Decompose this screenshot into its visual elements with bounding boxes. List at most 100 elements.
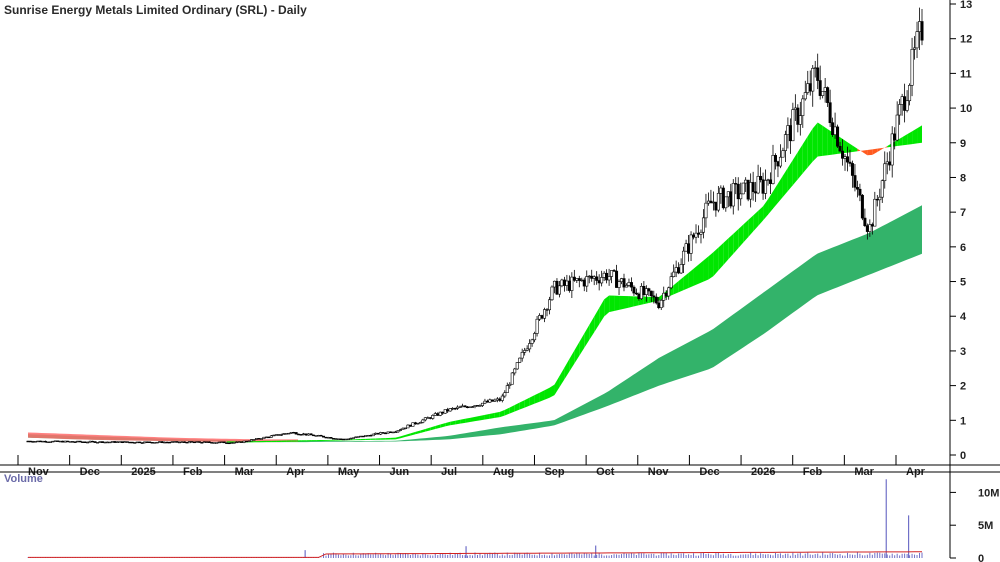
short-term-band-segment [539, 390, 545, 402]
candle-body [704, 202, 708, 219]
volume-panel: 0 5M 10M [27, 479, 999, 562]
candle-body [96, 442, 100, 444]
candle-body [163, 441, 167, 444]
candle-body [687, 243, 691, 254]
candle-body [297, 433, 301, 436]
price-tick-label: 8 [960, 172, 966, 184]
candle-body [756, 175, 760, 194]
candle-body [505, 385, 509, 393]
candle-body [731, 183, 735, 207]
short-term-band-segment [504, 407, 510, 416]
candle-body [63, 440, 67, 443]
candle-body [682, 250, 686, 265]
candle-body [235, 441, 239, 444]
candle-body [808, 83, 812, 92]
candle-body [572, 276, 576, 281]
short-term-band-segment [355, 439, 361, 441]
candle-body [43, 440, 47, 443]
candle-body [677, 267, 681, 274]
candle-body [51, 440, 55, 443]
short-term-band-segment [350, 439, 356, 441]
candle-body [533, 333, 537, 341]
short-term-band-segment [440, 423, 446, 428]
candle-body [453, 407, 457, 410]
candle-body [259, 438, 263, 440]
candle-body [386, 431, 390, 434]
short-term-band-segment [435, 424, 441, 430]
candle-body [913, 47, 917, 50]
candle-body [351, 437, 355, 439]
short-term-band-segment [673, 281, 679, 295]
candle-body [182, 441, 186, 443]
candle-body [903, 96, 907, 111]
short-term-band-segment [678, 276, 684, 293]
candle-body [98, 441, 102, 443]
short-term-band-segment [415, 430, 421, 435]
candle-body [133, 442, 137, 444]
candle-body [48, 441, 52, 443]
short-term-band-segment [604, 295, 610, 317]
candle-body [26, 440, 30, 443]
candle-body [627, 282, 631, 286]
candle-body [552, 280, 556, 288]
candle-body [900, 96, 904, 105]
candle-body [580, 279, 584, 282]
candle-body [398, 429, 402, 431]
candle-body [312, 434, 316, 437]
candle-body [575, 278, 579, 281]
candle-body [495, 398, 499, 401]
candle-body [361, 435, 365, 438]
candle-body [754, 191, 758, 194]
candle-body [346, 438, 350, 441]
candle-body [764, 180, 768, 194]
short-term-band-segment [365, 438, 371, 440]
candle-body [734, 183, 738, 185]
short-term-band-segment [559, 367, 565, 388]
candle-body [570, 276, 574, 291]
candle-body [336, 438, 340, 440]
candle-body [736, 183, 740, 200]
candle-body [744, 179, 748, 184]
candle-body [679, 264, 683, 274]
candle-body [508, 383, 512, 386]
candle-body [878, 196, 882, 201]
candle-body [431, 414, 435, 419]
candle-body [478, 405, 482, 407]
candle-body [562, 279, 566, 286]
short-term-band-segment [564, 359, 570, 380]
candle-body [294, 432, 298, 435]
candle-body [701, 217, 705, 233]
short-term-band-segment [311, 440, 317, 442]
candle-body [254, 438, 258, 440]
candle-body [331, 438, 335, 440]
candle-body [207, 441, 211, 443]
candle-body [307, 433, 311, 436]
short-term-band-segment [624, 295, 629, 309]
candle-body [200, 442, 204, 444]
candle-body [870, 224, 874, 227]
candle-body [823, 87, 827, 92]
price-tick-label: 13 [960, 0, 972, 11]
candle-body [540, 315, 544, 319]
short-term-band-segment [907, 131, 913, 145]
candle-body [396, 430, 400, 433]
candle-body [225, 442, 229, 444]
candle-body [637, 293, 641, 299]
candle-body [173, 441, 177, 443]
candle-body [120, 441, 124, 443]
short-term-band-segment [748, 215, 754, 238]
candle-body [103, 441, 107, 444]
candle-body [910, 49, 914, 86]
candle-body [287, 432, 291, 435]
candle-body [145, 441, 149, 443]
candle-body [289, 432, 293, 434]
short-term-band-segment [867, 149, 873, 156]
volume-average-line [28, 551, 923, 558]
candle-body [838, 145, 842, 152]
candle-body [391, 431, 395, 434]
candle-body [282, 433, 286, 435]
candle-body [428, 417, 432, 419]
candle-body [309, 433, 313, 436]
short-term-band-segment [628, 296, 634, 308]
